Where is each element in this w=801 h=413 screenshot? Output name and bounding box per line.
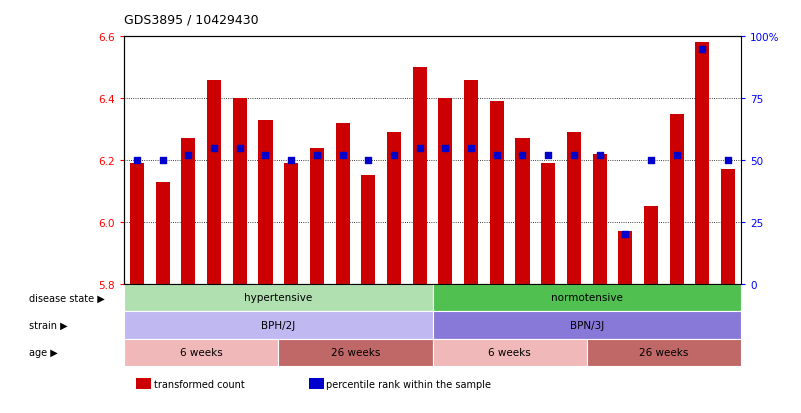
Bar [207, 81, 221, 284]
Point [413, 145, 426, 152]
Text: BPH/2J: BPH/2J [261, 320, 296, 330]
Text: disease state ▶: disease state ▶ [29, 293, 104, 303]
Bar [136, 378, 151, 389]
Point [207, 145, 220, 152]
Bar [284, 164, 298, 284]
Text: 26 weeks: 26 weeks [639, 348, 689, 358]
Bar [567, 133, 581, 284]
Point [541, 152, 554, 159]
Point [259, 152, 272, 159]
Point [516, 152, 529, 159]
Point [619, 231, 632, 238]
Point [182, 152, 195, 159]
Bar [155, 182, 170, 284]
Point [388, 152, 400, 159]
Bar [259, 121, 272, 284]
Text: 6 weeks: 6 weeks [489, 348, 531, 358]
Point [336, 152, 349, 159]
Bar [438, 99, 453, 284]
Text: hypertensive: hypertensive [244, 293, 312, 303]
Bar [279, 339, 433, 366]
Text: age ▶: age ▶ [29, 348, 58, 358]
Point [696, 46, 709, 53]
Bar [644, 207, 658, 284]
Text: BPN/3J: BPN/3J [570, 320, 604, 330]
Bar [433, 284, 741, 311]
Bar [464, 81, 478, 284]
Point [311, 152, 324, 159]
Point [285, 157, 298, 164]
Point [670, 152, 683, 159]
Bar [670, 114, 684, 284]
Bar [361, 176, 376, 284]
Point [439, 145, 452, 152]
Text: percentile rank within the sample: percentile rank within the sample [327, 379, 492, 389]
Bar [541, 164, 555, 284]
Point [465, 145, 477, 152]
Bar [489, 102, 504, 284]
Bar [695, 43, 710, 284]
Text: GDS3895 / 10429430: GDS3895 / 10429430 [124, 14, 259, 27]
Bar [336, 123, 350, 284]
Bar [433, 339, 587, 366]
Bar [587, 339, 741, 366]
Point [722, 157, 735, 164]
Point [594, 152, 606, 159]
Point [233, 145, 246, 152]
Text: 26 weeks: 26 weeks [331, 348, 380, 358]
Text: strain ▶: strain ▶ [29, 320, 67, 330]
Bar [130, 164, 144, 284]
Bar [309, 378, 324, 389]
Text: normotensive: normotensive [551, 293, 622, 303]
Bar [124, 339, 279, 366]
Bar [515, 139, 529, 284]
Bar [721, 170, 735, 284]
Bar [593, 154, 606, 284]
Bar [387, 133, 401, 284]
Bar [181, 139, 195, 284]
Bar [433, 311, 741, 339]
Bar [124, 311, 433, 339]
Point [156, 157, 169, 164]
Bar [233, 99, 247, 284]
Bar [618, 232, 632, 284]
Point [567, 152, 580, 159]
Bar [124, 284, 433, 311]
Bar [310, 148, 324, 284]
Text: transformed count: transformed count [154, 379, 244, 389]
Point [490, 152, 503, 159]
Point [131, 157, 143, 164]
Bar [413, 68, 427, 284]
Text: 6 weeks: 6 weeks [180, 348, 223, 358]
Point [362, 157, 375, 164]
Point [645, 157, 658, 164]
